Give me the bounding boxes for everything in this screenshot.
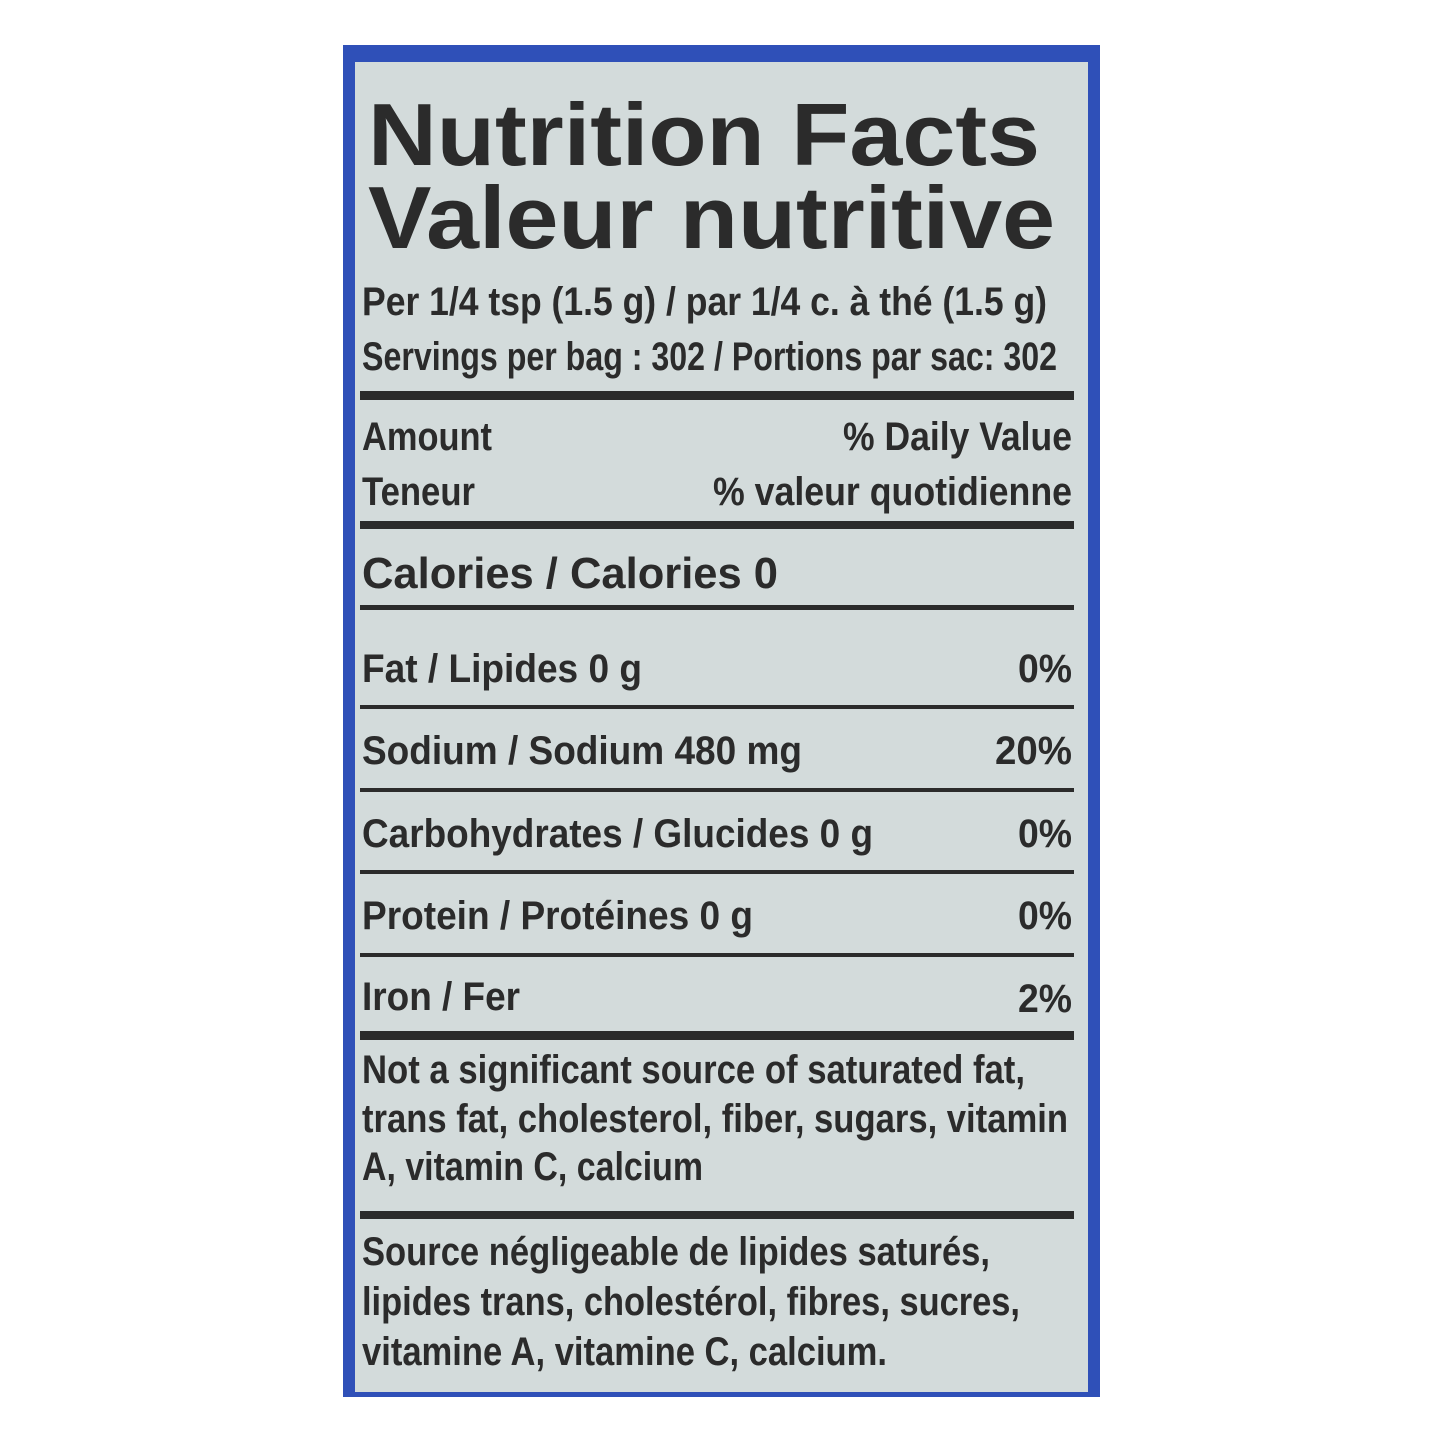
rule xyxy=(360,953,1074,957)
rule xyxy=(360,1211,1074,1219)
footnote-fr-line: vitamine A, vitamine C, calcium. xyxy=(362,1330,887,1374)
nutrient-name: Fat / Lipides 0 g xyxy=(362,647,642,691)
rule xyxy=(360,788,1074,792)
title: Nutrition Facts xyxy=(368,85,1040,184)
footnote-line: Not a significant source of saturated fa… xyxy=(362,1048,1025,1092)
footnote-fr-line: lipides trans, cholestérol, fibres, sucr… xyxy=(362,1280,1020,1324)
servings: Servings per bag : 302 / Portions par sa… xyxy=(362,335,1057,379)
label-background xyxy=(355,62,1088,1392)
nutrient-dv: 0% xyxy=(1018,894,1072,938)
rule xyxy=(360,391,1074,400)
calories: Calories / Calories 0 xyxy=(362,549,778,598)
nutrient-dv: 2% xyxy=(1018,977,1072,1021)
footnote-fr-line: Source négligeable de lipides saturés, xyxy=(362,1230,990,1274)
amount-header: Amount xyxy=(362,415,492,459)
rule xyxy=(360,705,1074,709)
nutrition-label: Nutrition Facts Valeur nutritive Per 1/4… xyxy=(360,85,1074,1374)
nutrient-name: Protein / Protéines 0 g xyxy=(362,894,753,938)
nutrient-dv: 20% xyxy=(995,729,1072,773)
amount-header-fr: Teneur xyxy=(362,470,475,514)
nutrient-dv: 0% xyxy=(1018,647,1072,691)
footnote-line: A, vitamin C, calcium xyxy=(362,1145,703,1189)
rule xyxy=(360,870,1074,874)
nutrient-name: Iron / Fer xyxy=(362,975,520,1019)
footnote-line: trans fat, cholesterol, fiber, sugars, v… xyxy=(362,1097,1068,1141)
dv-header-fr: % valeur quotidienne xyxy=(713,470,1072,514)
nutrient-dv: 0% xyxy=(1018,812,1072,856)
rule xyxy=(360,1031,1074,1040)
serving-size: Per 1/4 tsp (1.5 g) / par 1/4 c. à thé (… xyxy=(362,280,1047,324)
rule xyxy=(360,521,1074,529)
rule xyxy=(360,605,1074,610)
title-fr: Valeur nutritive xyxy=(368,168,1055,267)
dv-header: % Daily Value xyxy=(843,415,1072,459)
nutrient-name: Sodium / Sodium 480 mg xyxy=(362,729,802,773)
nutrient-name: Carbohydrates / Glucides 0 g xyxy=(362,812,873,856)
